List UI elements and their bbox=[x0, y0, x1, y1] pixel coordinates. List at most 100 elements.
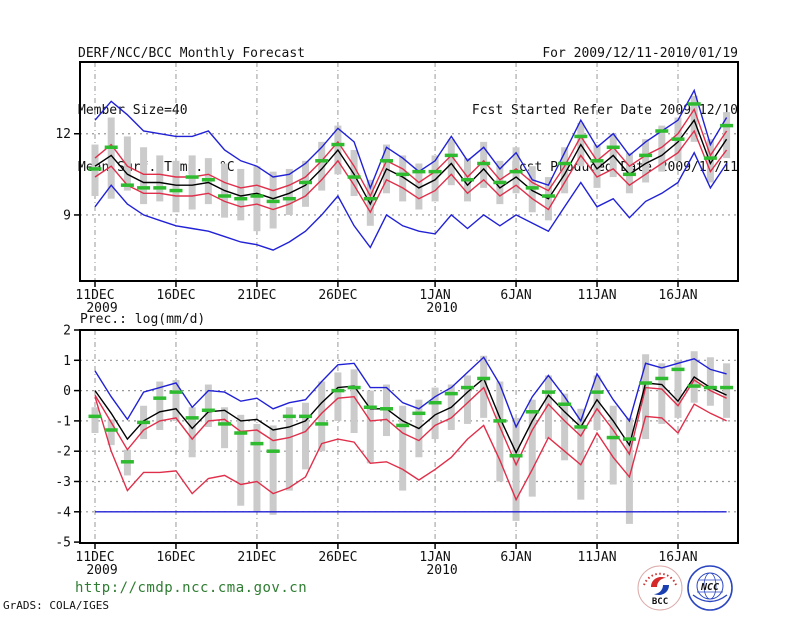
spread-bar bbox=[658, 125, 666, 172]
fcst-start-date-label: Fcst Started Refer Date 2009/12/10 bbox=[471, 103, 738, 118]
spread-bar bbox=[221, 407, 229, 449]
y-tick-label: -5 bbox=[55, 536, 71, 551]
lower-quartile-line bbox=[94, 129, 728, 214]
ncc-logo: NCC bbox=[687, 565, 733, 611]
bcc-ring-text-arc bbox=[643, 572, 677, 586]
y-tick-label: 9 bbox=[63, 208, 71, 223]
x-tick-label: 6JAN bbox=[500, 550, 531, 565]
spread-bar bbox=[642, 354, 650, 440]
spread-bar bbox=[253, 423, 261, 512]
ncc-globe-meridian bbox=[703, 572, 717, 600]
temperature-chart: 12 9 11DEC 16DEC 21DEC 26DEC 1JAN 6JAN 11JAN 16JA… bbox=[55, 61, 739, 316]
spread-bar bbox=[156, 155, 164, 202]
spread-bar bbox=[172, 160, 180, 213]
y-tick-label: 12 bbox=[55, 127, 71, 142]
ncc-logo-text: NCC bbox=[700, 582, 719, 593]
spread-bar bbox=[609, 405, 617, 485]
grads-credit: GrADS: COLA/IGES bbox=[3, 599, 109, 612]
y-tick-label: -4 bbox=[55, 505, 71, 520]
spread-bar bbox=[642, 139, 650, 183]
spread-bar bbox=[593, 144, 601, 188]
spread-bar bbox=[706, 139, 714, 183]
spread-bar bbox=[658, 363, 666, 424]
spread-bar bbox=[350, 149, 358, 196]
website-url: http://cmdp.ncc.cma.gov.cn bbox=[75, 580, 308, 596]
spread-bar bbox=[123, 136, 131, 191]
plot-frame bbox=[79, 329, 739, 544]
x-tick-label: 6JAN bbox=[500, 288, 531, 303]
y-tick-label: 1 bbox=[63, 354, 71, 369]
spread-bar bbox=[140, 147, 148, 205]
upper-quartile-line bbox=[94, 107, 728, 198]
x-tick-label: 16JAN bbox=[658, 550, 697, 565]
x-tick-label: 16JAN bbox=[658, 288, 697, 303]
x-tick-label: 16DEC bbox=[156, 288, 195, 303]
ensemble-mean-line bbox=[94, 376, 727, 455]
y-tick-label: -1 bbox=[55, 414, 71, 429]
x-tick-label: 21DEC bbox=[237, 550, 276, 565]
spread-bar bbox=[577, 408, 585, 500]
bcc-swirl-blue bbox=[654, 585, 669, 595]
spread-bar bbox=[188, 407, 196, 458]
spread-bar bbox=[561, 393, 569, 461]
spread-bar bbox=[188, 155, 196, 210]
x-tick-label: 26DEC bbox=[318, 550, 357, 565]
x-tick-label: 11DEC bbox=[75, 288, 114, 303]
bcc-swirl-red bbox=[651, 577, 666, 587]
spread-bar bbox=[269, 425, 277, 515]
spread-bar bbox=[107, 419, 115, 446]
spread-bar bbox=[237, 168, 245, 221]
x-tick-label: 16DEC bbox=[156, 550, 195, 565]
spread-bar bbox=[415, 163, 423, 210]
spread-bar bbox=[350, 369, 358, 434]
y-tick-label: -2 bbox=[55, 445, 71, 460]
spread-bar bbox=[561, 147, 569, 194]
member-size-label: Member Size=40 bbox=[78, 103, 188, 118]
spread-bar bbox=[253, 166, 261, 232]
spread-bar bbox=[204, 384, 212, 427]
bcc-logo-text: BCC bbox=[652, 597, 668, 607]
x-year-label: 2010 bbox=[426, 301, 457, 316]
spread-bar bbox=[544, 375, 552, 440]
spread-bar bbox=[302, 402, 310, 470]
y-tick-label: 0 bbox=[63, 384, 71, 399]
x-tick-label: 11JAN bbox=[577, 550, 616, 565]
x-tick-label: 11DEC bbox=[75, 550, 114, 565]
spread-bar bbox=[91, 407, 99, 434]
spread-bar bbox=[156, 381, 164, 430]
spread-bar bbox=[431, 387, 439, 440]
spread-bar bbox=[723, 363, 731, 418]
lower-quartile-line bbox=[94, 396, 727, 502]
spread-bar bbox=[107, 117, 115, 199]
spread-bar bbox=[463, 375, 471, 424]
spread-bar bbox=[593, 375, 601, 430]
spread-bar bbox=[334, 372, 342, 421]
footer-logos: BCC NCC bbox=[637, 565, 733, 611]
spread-bar bbox=[285, 168, 293, 215]
spread-bar bbox=[431, 155, 439, 202]
spread-bar bbox=[447, 139, 455, 186]
spread-bar bbox=[366, 390, 374, 464]
spread-bar bbox=[318, 141, 326, 191]
spread-bar bbox=[399, 405, 407, 491]
x-tick-label: 11JAN bbox=[577, 288, 616, 303]
spread-bar bbox=[723, 112, 731, 159]
spread-bar bbox=[318, 381, 326, 452]
x-tick-label: 21DEC bbox=[237, 288, 276, 303]
ensemble-min-line bbox=[94, 151, 728, 251]
bcc-logo: BCC bbox=[637, 565, 683, 611]
spread-bar bbox=[285, 407, 293, 491]
spread-bar bbox=[172, 379, 180, 421]
spread-bar bbox=[674, 360, 682, 418]
x-year-label: 2010 bbox=[426, 563, 457, 578]
x-tick-label: 26DEC bbox=[318, 288, 357, 303]
page-title: DERF/NCC/BCC Monthly Forecast bbox=[78, 46, 305, 61]
y-tick-label: 2 bbox=[63, 324, 71, 339]
precip-chart-title: Prec.: log(mm/d) bbox=[80, 312, 205, 327]
x-tick-label: 1JAN bbox=[419, 288, 450, 303]
spread-bar bbox=[512, 417, 520, 521]
ncc-wreath bbox=[692, 594, 728, 603]
precipitation-chart: 2 1 0 -1 -2 -3 -4 -5 11DEC 16DEC 21DEC 26DEC 1JAN 6JA… bbox=[55, 312, 739, 578]
